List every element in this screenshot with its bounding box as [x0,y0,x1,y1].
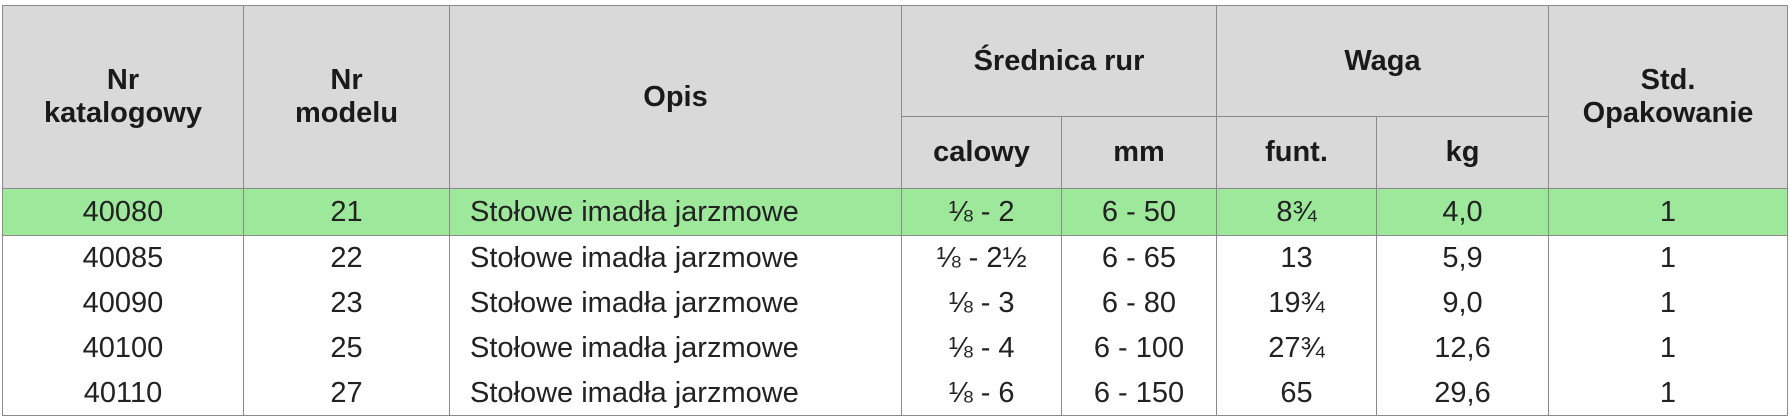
header-cell: Waga [1216,5,1549,117]
header-cell: calowy [901,116,1062,189]
table-cell: ⅛ - 2 [901,188,1062,236]
table-cell: 27¾ [1216,325,1377,371]
table-cell: 6 - 100 [1061,325,1217,371]
header-cell: Std. Opakowanie [1548,5,1788,189]
table-cell: Stołowe imadła jarzmowe [449,235,902,281]
table-cell: Stołowe imadła jarzmowe [449,188,902,236]
table-cell: 1 [1548,235,1788,281]
table-cell: 1 [1548,370,1788,416]
table-cell: ⅛ - 2½ [901,235,1062,281]
table-cell: 27 [243,370,450,416]
header-cell: Nr modelu [243,5,450,189]
table-cell: 6 - 65 [1061,235,1217,281]
table-cell: 40090 [2,280,244,326]
table-cell: ⅛ - 3 [901,280,1062,326]
table-cell: 6 - 80 [1061,280,1217,326]
table-cell: 40110 [2,370,244,416]
header-cell: funt. [1216,116,1377,189]
table-cell: 1 [1548,325,1788,371]
table-cell: 40100 [2,325,244,371]
table-cell: 22 [243,235,450,281]
table-cell: 25 [243,325,450,371]
table-cell: 19¾ [1216,280,1377,326]
header-cell: Średnica rur [901,5,1217,117]
table-cell: Stołowe imadła jarzmowe [449,280,902,326]
table-cell: 6 - 50 [1061,188,1217,236]
table-cell: 40085 [2,235,244,281]
table-cell: Stołowe imadła jarzmowe [449,325,902,371]
header-cell: mm [1061,116,1217,189]
table-cell: ⅛ - 4 [901,325,1062,371]
table-cell: 65 [1216,370,1377,416]
table-cell: 40080 [2,188,244,236]
header-cell: Nr katalogowy [2,5,244,189]
table-cell: 12,6 [1376,325,1549,371]
header-cell: kg [1376,116,1549,189]
table-cell: ⅛ - 6 [901,370,1062,416]
table-cell: 8¾ [1216,188,1377,236]
header-cell: Opis [449,5,902,189]
table-cell: 1 [1548,188,1788,236]
table-cell: 23 [243,280,450,326]
table-row: 40085 22 Stołowe imadła jarzmowe ⅛ - 2½ 6 - … [2,235,1788,281]
table-cell: Stołowe imadła jarzmowe [449,370,902,416]
table-cell: 13 [1216,235,1377,281]
table-cell: 21 [243,188,450,236]
table-cell: 1 [1548,280,1788,326]
table-cell: 4,0 [1376,188,1549,236]
product-table: Nr katalogowy Nr modelu Opis Średnica rur … [2,5,1788,416]
table-cell: 29,6 [1376,370,1549,416]
table-cell: 5,9 [1376,235,1549,281]
table-cell: 9,0 [1376,280,1549,326]
table-cell: 6 - 150 [1061,370,1217,416]
